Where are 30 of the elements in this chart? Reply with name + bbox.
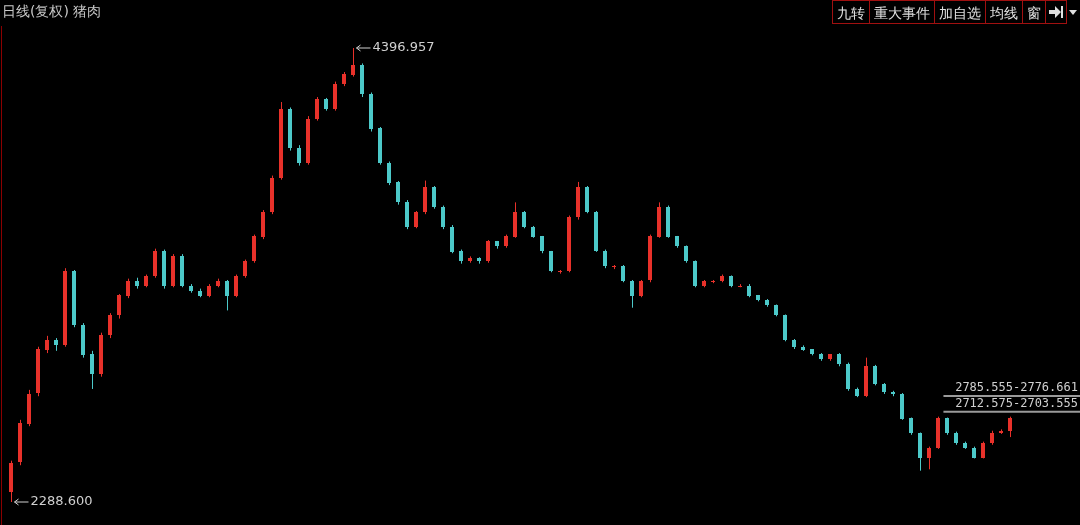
chart-title: 日线(复权) 猪肉 — [2, 3, 102, 21]
candlestick — [396, 180, 400, 206]
candlestick — [108, 312, 112, 339]
candlestick — [486, 239, 490, 264]
candlestick — [603, 249, 607, 269]
candlestick — [441, 205, 445, 230]
band-label: 2785.555-2776.661 — [955, 380, 1078, 395]
text: 重大事件 — [869, 0, 935, 24]
candlestick — [117, 293, 121, 320]
candlestick — [387, 161, 391, 186]
candlestick — [630, 279, 634, 309]
annotation: 4396.957 — [372, 39, 435, 55]
annotation: 2288.600 — [30, 493, 93, 509]
text: 九转 — [832, 0, 870, 24]
candlestick — [315, 96, 319, 122]
candlestick — [873, 364, 877, 386]
text: 均线 — [985, 0, 1023, 24]
text: 加自选 — [934, 0, 986, 24]
candlestick — [90, 350, 94, 390]
candlestick — [225, 279, 229, 311]
candlestick — [234, 274, 238, 298]
candlestick — [432, 185, 436, 210]
text: 窗 — [1022, 0, 1046, 24]
candlestick — [297, 144, 301, 167]
candlestick — [927, 446, 931, 470]
candlestick — [351, 47, 355, 78]
candlestick — [126, 278, 130, 299]
band-label: 2712.575-2703.555 — [955, 395, 1078, 410]
candlestick — [1008, 416, 1012, 438]
candlestick — [243, 259, 247, 279]
